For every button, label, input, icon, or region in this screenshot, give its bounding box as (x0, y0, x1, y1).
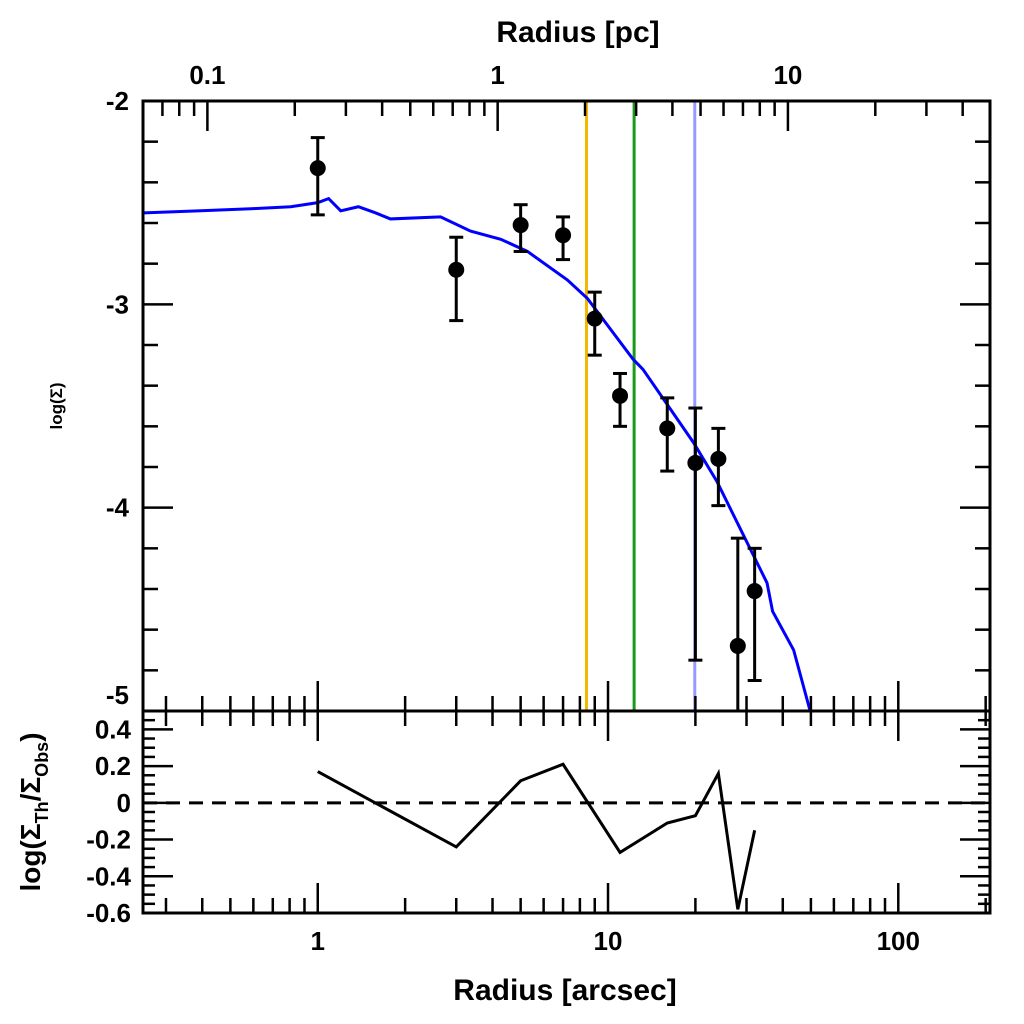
y-tick-label: -3 (106, 289, 129, 319)
top-axis-title: Radius [pc] (496, 16, 659, 49)
residual-y-tick-label: 0.2 (95, 751, 131, 781)
data-point (710, 450, 727, 467)
main-y-tick-labels: -2 -3 -4 -5 (106, 86, 130, 710)
x-tick-label: 1 (311, 926, 325, 956)
data-point (586, 310, 603, 327)
y-tick-label: -2 (106, 86, 129, 116)
data-points (309, 136, 763, 711)
data-point (512, 217, 529, 234)
data-point (448, 261, 465, 278)
plot-frame (141, 99, 992, 915)
top-tick-label: 10 (773, 60, 802, 90)
top-tick-label: 1 (490, 60, 504, 90)
data-point (659, 420, 676, 437)
model-curve (143, 196, 812, 711)
residual-y-tick-labels: 0.4 0.2 0 -0.2 -0.4 -0.6 (86, 714, 131, 928)
residual-y-tick-label: 0 (117, 788, 131, 818)
bottom-axis-title: Radius [arcsec] (453, 974, 676, 1007)
y-tick-label: -4 (106, 493, 130, 523)
residual-line (317, 762, 757, 910)
data-point (687, 454, 704, 471)
x-tick-label: 10 (594, 926, 623, 956)
residual-y-tick-label: -0.6 (86, 898, 131, 928)
data-point (555, 227, 572, 244)
residual-y-tick-label: -0.2 (86, 825, 131, 855)
data-point (612, 387, 629, 404)
data-point (729, 637, 746, 654)
y-tick-label: -5 (106, 680, 129, 710)
top-tick-labels: 0.1 1 10 (189, 60, 802, 90)
residual-y-tick-label: -0.4 (86, 861, 131, 891)
main-y-axis-title: log(Σ) (47, 382, 66, 429)
data-point (309, 160, 326, 177)
top-tick-label: 0.1 (189, 60, 225, 90)
x-tick-label: 100 (877, 926, 920, 956)
bottom-x-tick-labels: 1 10 100 (311, 926, 920, 956)
residual-y-axis-title: log(ΣTh/ΣObs) (15, 732, 52, 891)
data-point (746, 583, 763, 600)
residual-y-tick-label: 0.4 (95, 714, 132, 744)
